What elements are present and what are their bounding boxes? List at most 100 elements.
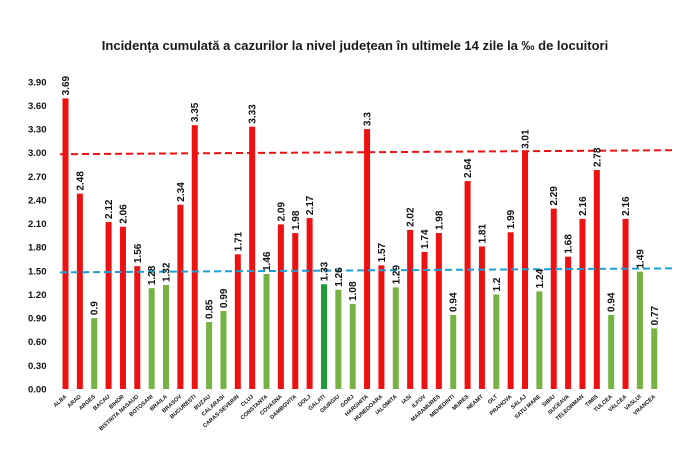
x-tick-label: ALBA [53,394,69,409]
bar-vaslui [636,271,643,389]
bar-brasov [177,204,184,389]
data-label: 1.68 [564,234,575,254]
y-axis: 0.00 0.30 0.60 0.90 1.20 1.50 1.80 2.10 2.40 2.70… [28,77,47,395]
bar-neamt [478,246,485,389]
bar-arad [76,193,83,389]
data-label: 1.81 [477,224,488,244]
bar-gorj [349,303,356,389]
bar-harghita [364,129,371,389]
data-label: 1.57 [377,242,388,262]
data-label: 1.33 [319,261,330,281]
chart-title: Incidența cumulată a cazurilor la nivel … [102,38,608,53]
bar-buzau [206,322,213,389]
data-label: 0.94 [449,292,460,312]
bar-mehedinti [450,314,457,389]
bar-bucuresti [191,125,198,389]
bar-bacau [105,222,112,389]
data-label: 1.32 [162,262,173,282]
data-label: 2.16 [621,196,632,216]
y-tick-label: 3.60 [28,101,47,112]
threshold-line [59,149,677,156]
bar-cluj [249,126,256,390]
data-label: 1.08 [348,281,359,301]
y-tick-label: 2.10 [28,219,47,230]
y-tick-label: 3.90 [28,77,47,88]
bar-hunedoara [378,265,385,389]
y-tick-label: 1.50 [28,266,47,277]
y-tick-label: 1.20 [28,290,47,301]
y-tick-label: 0.60 [28,337,47,348]
bar-timis [593,170,600,389]
bar-valcea [622,218,629,389]
y-tick-label: 3.00 [28,148,47,159]
bar-bihor [119,226,126,389]
bar-constanta [263,274,270,389]
bar-calarasi [220,311,227,389]
data-label: 1.2 [492,277,503,291]
data-label: 1.49 [635,249,646,269]
data-label: 1.99 [506,209,517,229]
y-tick-label: 3.30 [28,125,47,136]
data-label: 2.17 [305,195,316,215]
bar-iasi [407,229,414,389]
data-label: 2.78 [592,147,603,167]
bar-suceava [565,256,572,389]
bar-alba [62,98,69,390]
data-label: 0.99 [219,288,230,308]
bar-dolj [306,218,313,389]
bars-group [62,98,658,390]
bar-sibiu [550,208,557,389]
data-label: 1.74 [420,229,431,249]
threshold-line [59,267,677,274]
bar-ialomita [392,287,399,389]
data-label: 2.09 [276,201,287,221]
y-tick-label: 0.30 [28,361,47,372]
data-label: 2.48 [75,171,86,191]
bar-bistrita-nasaud [134,266,141,389]
bar-vrancea [651,328,658,389]
bar-galati [320,284,327,389]
data-label: 1.71 [233,231,244,251]
threshold-lines [59,149,677,274]
y-tick-label: 0.00 [28,385,47,396]
data-label: 2.06 [118,204,129,224]
data-label: 3.3 [363,112,374,126]
data-label: 1.98 [291,210,302,230]
data-labels-group: 3.69 2.48 0.9 2.12 2.06 1.561.28 1.32 2.34 3.35 0… [61,75,661,325]
y-tick-label: 1.80 [28,243,47,254]
bar-dambovita [292,233,299,389]
bar-ilfov [421,251,428,389]
x-tick-label: NEAMT [466,394,485,412]
bar-prahova [507,232,514,389]
data-label: 1.46 [262,251,273,271]
data-label: 1.24 [535,268,546,288]
y-tick-label: 0.90 [28,314,47,325]
bar-giurgiu [335,289,342,389]
data-label: 3.69 [61,75,72,95]
data-label: 1.56 [133,243,144,263]
bar-tulcea [608,314,615,389]
data-label: 1.29 [391,264,402,284]
bar-mures [464,181,471,389]
data-label: 2.34 [176,182,187,202]
data-label: 3.33 [248,104,259,124]
data-label: 1.98 [434,210,445,230]
data-label: 2.29 [549,186,560,206]
data-label: 0.94 [607,292,618,312]
bar-olt [493,294,500,389]
y-tick-label: 2.40 [28,195,47,206]
data-label: 2.16 [578,196,589,216]
data-label: 2.02 [406,207,417,227]
data-label: 2.64 [463,158,474,178]
bar-teleorman [579,218,586,389]
data-label: 1.26 [334,267,345,287]
bar-satu-mare [536,291,543,389]
bar-braila [163,285,170,389]
data-label: 0.9 [90,301,101,315]
bar-botosani [148,288,155,389]
bar-caras-severin [234,254,241,389]
bar-covasna [277,224,284,389]
data-label: 0.85 [205,299,216,319]
